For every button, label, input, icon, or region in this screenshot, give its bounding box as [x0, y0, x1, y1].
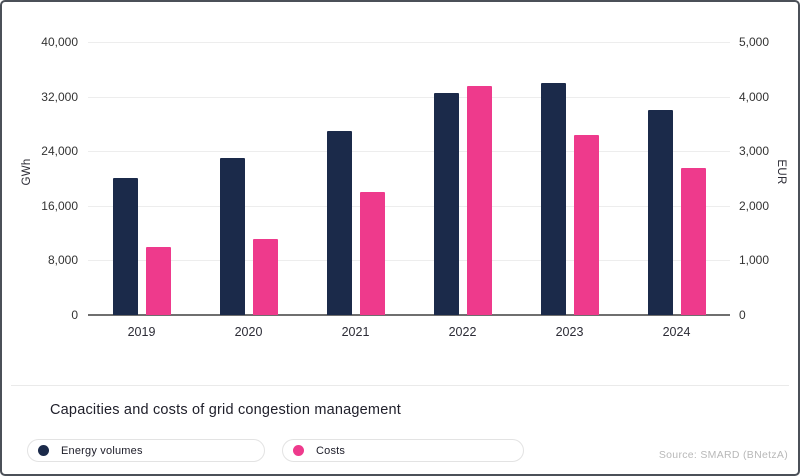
legend-item-costs[interactable]: Costs — [282, 439, 524, 462]
gridline — [88, 97, 730, 98]
legend-label-costs: Costs — [316, 444, 346, 457]
chart-title: Capacities and costs of grid congestion … — [50, 402, 401, 418]
legend-item-energy-volumes[interactable]: Energy volumes — [27, 439, 265, 462]
bar-group-2019 — [88, 42, 195, 315]
bar-costs-2024 — [680, 168, 706, 315]
legend-label-energy-volumes: Energy volumes — [61, 444, 143, 457]
bar-group-2024 — [623, 42, 730, 315]
x-axis-tick-label-2019: 2019 — [127, 325, 156, 339]
right-axis-tick-label: 3,000 — [739, 144, 770, 158]
bar-energy-volumes-2022 — [433, 93, 459, 315]
left-axis-unit-label: GWh — [21, 158, 33, 186]
left-axis-tick-label: 0 — [71, 308, 78, 322]
x-axis-line — [88, 314, 730, 316]
bar-energy-volumes-2024 — [647, 110, 673, 315]
bar-costs-2019 — [145, 247, 171, 315]
bar-costs-2023 — [573, 135, 599, 315]
bar-chart-plot-area — [88, 42, 730, 316]
left-axis-tick-label: 8,000 — [47, 253, 78, 267]
bar-energy-volumes-2023 — [540, 83, 566, 315]
right-axis-tick-label: 5,000 — [739, 35, 770, 49]
left-axis-tick-label: 40,000 — [41, 35, 78, 49]
gridline — [88, 206, 730, 207]
left-axis-tick-label: 16,000 — [41, 199, 78, 213]
gridline — [88, 42, 730, 43]
bar-costs-2021 — [359, 192, 385, 315]
gridline — [88, 151, 730, 152]
energy-volumes-color-dot-icon — [38, 445, 49, 456]
bar-costs-2022 — [466, 86, 492, 315]
bar-energy-volumes-2019 — [112, 178, 138, 315]
bar-costs-2020 — [252, 239, 278, 315]
bar-group-2020 — [195, 42, 302, 315]
bar-group-2022 — [409, 42, 516, 315]
bar-energy-volumes-2020 — [219, 158, 245, 315]
x-axis-tick-label-2020: 2020 — [234, 325, 263, 339]
right-axis-unit-label: EUR — [775, 159, 787, 185]
source-attribution: Source: SMARD (BNetzA) — [658, 449, 788, 461]
x-axis-tick-label-2023: 2023 — [555, 325, 584, 339]
left-axis-tick-label: 32,000 — [41, 90, 78, 104]
right-axis-tick-label: 4,000 — [739, 90, 770, 104]
costs-color-dot-icon — [293, 445, 304, 456]
footer-divider — [11, 385, 789, 386]
bar-group-2021 — [302, 42, 409, 315]
bar-group-2023 — [516, 42, 623, 315]
right-axis-tick-label: 0 — [739, 308, 746, 322]
x-axis-tick-label-2021: 2021 — [341, 325, 370, 339]
left-axis-tick-label: 24,000 — [41, 144, 78, 158]
x-axis-tick-label-2022: 2022 — [448, 325, 477, 339]
right-axis-tick-label: 1,000 — [739, 253, 770, 267]
gridline — [88, 260, 730, 261]
x-axis-tick-label-2024: 2024 — [662, 325, 691, 339]
bar-energy-volumes-2021 — [326, 131, 352, 315]
right-axis-tick-label: 2,000 — [739, 199, 770, 213]
